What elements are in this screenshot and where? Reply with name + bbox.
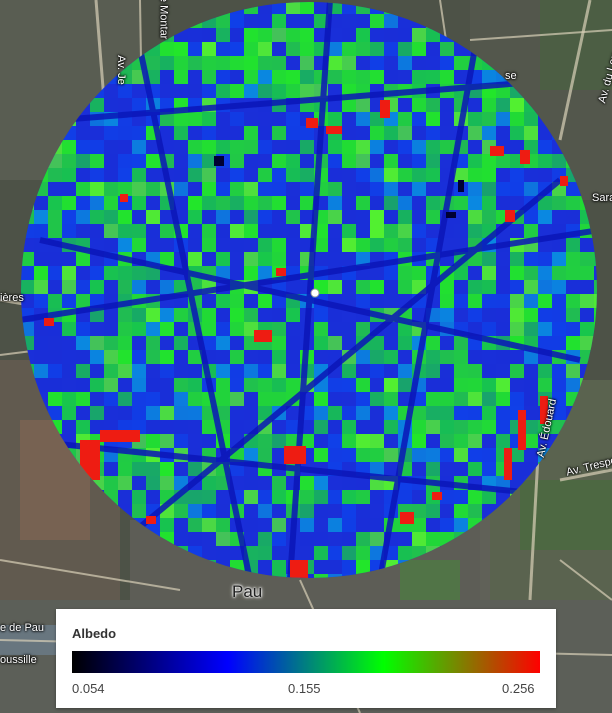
city-label-pau: Pau [232, 582, 263, 601]
street-label-sara: Sara [592, 192, 612, 204]
street-label-ieres: ières [0, 292, 24, 304]
legend-mid-value: 0.155 [288, 681, 321, 696]
dark-spots [214, 156, 464, 218]
legend-title: Albedo [72, 626, 117, 641]
street-label-se: se [505, 70, 517, 82]
street-label-avenue-left: Av. Je [114, 55, 127, 85]
river-label-de-pau: e de Pau [0, 622, 45, 634]
bright-roofs [44, 100, 568, 578]
place-label-oussille: oussille [0, 654, 37, 666]
legend-min-value: 0.054 [72, 681, 105, 696]
legend-max-value: 0.256 [502, 681, 535, 696]
street-label-montardon: r. de Montar [157, 0, 170, 40]
road-pattern [21, 2, 597, 578]
location-marker[interactable] [310, 288, 320, 298]
legend-color-bar [72, 651, 540, 673]
albedo-legend: Albedo 0.054 0.155 0.256 [56, 609, 556, 708]
